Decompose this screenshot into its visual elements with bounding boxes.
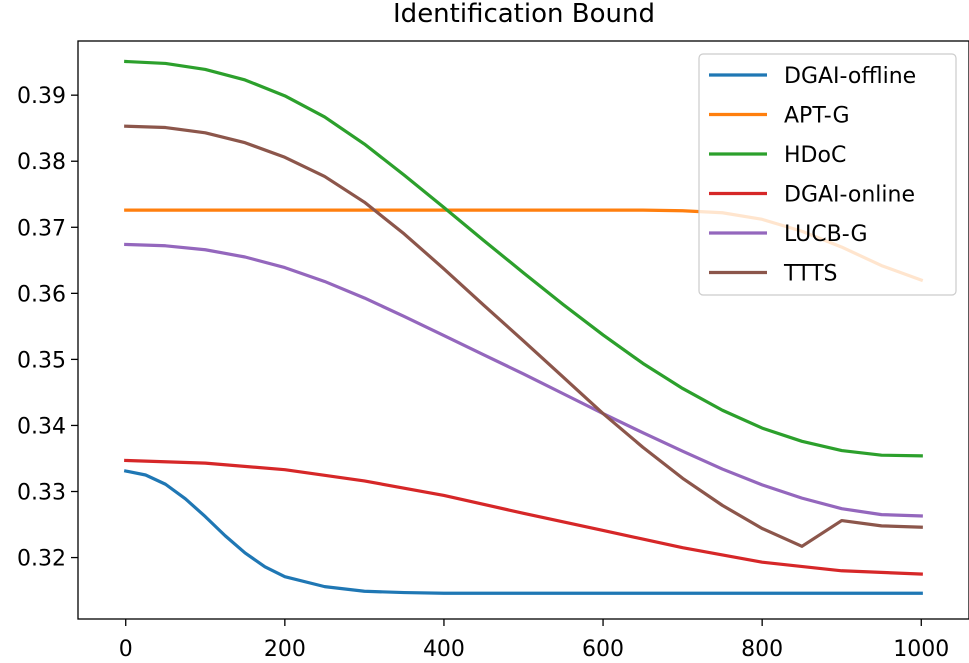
legend-label: APT-G xyxy=(784,104,850,129)
y-tick-label: 0.37 xyxy=(17,216,66,241)
y-tick-label: 0.36 xyxy=(17,282,66,307)
y-axis: 0.32 0.33 0.34 0.35 0.36 0.37 0.38 0.39 xyxy=(17,84,78,572)
legend-label: DGAI-offline xyxy=(784,64,916,89)
x-axis: 0 200 400 600 800 1000 xyxy=(119,619,949,662)
legend-label: LUCB-G xyxy=(784,222,868,247)
legend-box xyxy=(698,53,957,296)
series-line-ttts xyxy=(124,124,923,548)
plot-frame xyxy=(77,40,969,620)
plot-area xyxy=(123,59,924,595)
x-tick-label: 200 xyxy=(264,637,306,662)
x-tick-label: 400 xyxy=(423,637,465,662)
series-line-hdoc xyxy=(124,59,923,458)
y-tick-label: 0.34 xyxy=(17,414,66,439)
x-tick-label: 800 xyxy=(741,637,783,662)
legend-label: HDoC xyxy=(784,143,846,168)
chart-title: Identification Bound xyxy=(393,0,655,29)
series-line-dgai-offline xyxy=(123,469,923,595)
legend: DGAI-offline APT-G HDoC DGAI-online LUCB-G TT… xyxy=(698,53,957,296)
x-tick-label: 0 xyxy=(119,637,133,662)
x-tick-label: 600 xyxy=(582,637,624,662)
legend-entry: HDoC xyxy=(709,143,846,168)
series-line-lucb-g xyxy=(124,242,923,518)
series-line-dgai-online xyxy=(124,458,923,576)
legend-entry: TTTS xyxy=(709,262,838,287)
legend-entry: LUCB-G xyxy=(709,222,868,247)
x-tick-label: 1000 xyxy=(893,637,949,662)
y-tick-label: 0.33 xyxy=(17,481,66,506)
legend-label: DGAI-online xyxy=(784,183,915,208)
legend-label: TTTS xyxy=(783,262,838,287)
y-tick-label: 0.38 xyxy=(17,150,66,175)
legend-entry: APT-G xyxy=(709,104,850,129)
y-tick-label: 0.35 xyxy=(17,348,66,373)
y-tick-label: 0.39 xyxy=(17,84,66,109)
legend-entry: DGAI-offline xyxy=(709,64,916,89)
y-tick-label: 0.32 xyxy=(17,547,66,572)
legend-entry: DGAI-online xyxy=(709,183,915,208)
